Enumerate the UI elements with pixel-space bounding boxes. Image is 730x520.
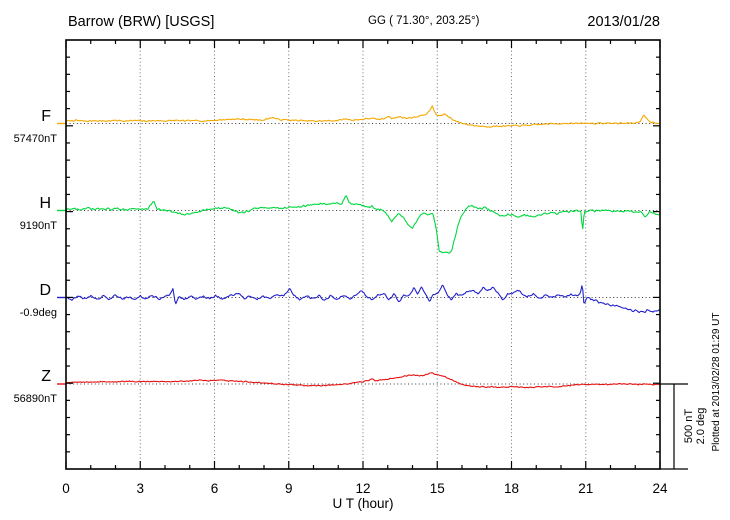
x-tick-label: 12 bbox=[355, 481, 370, 496]
x-tick-label: 24 bbox=[652, 481, 668, 496]
trace-F bbox=[65, 105, 660, 128]
x-axis-label: U T (hour) bbox=[332, 496, 393, 511]
amplitude-scale-bar bbox=[660, 383, 688, 470]
gridlines bbox=[139, 40, 587, 469]
scale-bar-label-deg: 2.0 deg bbox=[695, 408, 707, 445]
trace-Z bbox=[66, 372, 660, 389]
trace-H bbox=[65, 195, 661, 254]
x-tick-label: 6 bbox=[211, 481, 219, 496]
station-title: Barrow (BRW) [USGS] bbox=[68, 14, 214, 30]
axis-ticks bbox=[65, 40, 661, 469]
x-tick-label: 21 bbox=[578, 481, 593, 496]
baseline-dotted-lines bbox=[57, 122, 660, 385]
series-baseline-z: 56890nT bbox=[14, 393, 58, 405]
x-tick-labels: 0 3 6 9 12 15 18 21 24 bbox=[62, 481, 668, 496]
trace-curves bbox=[65, 105, 661, 389]
series-label-f: F bbox=[41, 108, 51, 125]
x-tick-label: 0 bbox=[62, 481, 70, 496]
series-baseline-f: 57470nT bbox=[14, 133, 58, 145]
plot-frame bbox=[65, 39, 661, 470]
scale-bar-label-nt: 500 nT bbox=[683, 409, 695, 444]
x-tick-label: 3 bbox=[136, 481, 144, 496]
plot-date: 2013/01/28 bbox=[587, 14, 660, 30]
series-label-z: Z bbox=[41, 368, 51, 385]
series-baseline-h: 9190nT bbox=[20, 220, 58, 232]
x-tick-label: 15 bbox=[430, 481, 445, 496]
geo-coords: GG ( 71.30°, 203.25°) bbox=[368, 15, 480, 27]
x-tick-label: 9 bbox=[285, 481, 293, 496]
trace-D bbox=[65, 284, 661, 314]
plotted-at-note: Plotted at 2013/02/28 01:29 UT bbox=[711, 313, 722, 452]
series-label-h: H bbox=[39, 195, 51, 212]
x-tick-label: 18 bbox=[504, 481, 519, 496]
series-baseline-d: -0.9deg bbox=[20, 307, 57, 319]
series-label-d: D bbox=[39, 282, 51, 299]
